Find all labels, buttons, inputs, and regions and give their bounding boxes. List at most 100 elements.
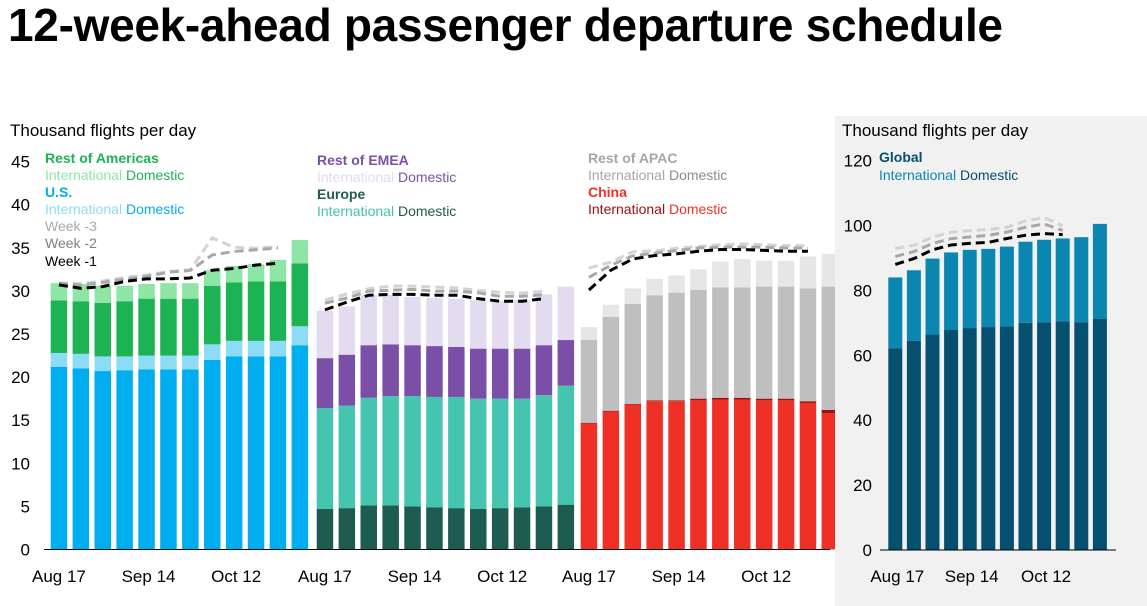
legend-week3: Week -3 xyxy=(45,218,97,234)
bar-europe-domestic xyxy=(535,506,553,550)
bar-global-domestic xyxy=(925,334,940,550)
legend-global-international: International xyxy=(879,167,960,183)
bar-apac-international xyxy=(602,304,620,317)
right-ytick-label: 100 xyxy=(844,217,872,236)
bar-americas-international xyxy=(291,240,309,264)
left-xtick-label: Oct 12 xyxy=(741,567,791,586)
legend-china: International Domestic xyxy=(588,201,727,217)
bar-global-domestic xyxy=(888,348,903,550)
global-week2-line xyxy=(894,222,1064,258)
legend-global: International Domestic xyxy=(879,167,1018,183)
bar-china-domestic xyxy=(668,401,685,550)
bar-china-international xyxy=(799,401,817,403)
bar-apac-international xyxy=(690,269,707,291)
legend-china-domestic: Domestic xyxy=(669,201,727,217)
bar-apac-international xyxy=(734,259,751,288)
bar-europe-domestic xyxy=(382,505,399,550)
legend-week2: Week -2 xyxy=(45,235,97,251)
bar-europe-international xyxy=(513,398,531,508)
bar-apac-international xyxy=(580,327,598,341)
bar-china-domestic xyxy=(777,400,795,550)
bar-global-domestic xyxy=(1092,318,1107,550)
bar-us-international xyxy=(72,353,90,369)
bar-emea-international xyxy=(404,296,421,346)
bar-global-international xyxy=(999,246,1014,327)
bar-europe-international xyxy=(448,396,465,509)
group2-week1-line xyxy=(587,248,808,292)
bar-apac-international xyxy=(646,278,663,296)
bar-apac-domestic xyxy=(668,292,685,401)
page-title: 12-week-ahead passenger departure schedu… xyxy=(8,0,1003,51)
bar-emea-international xyxy=(426,297,443,347)
bar-apac-domestic xyxy=(821,286,839,410)
left-xtick-label: Aug 17 xyxy=(32,567,86,586)
left-ytick-label: 5 xyxy=(21,497,30,516)
bar-apac-domestic xyxy=(734,287,751,398)
bar-americas-international xyxy=(160,283,177,299)
legend-europe: International Domestic xyxy=(317,203,456,219)
bar-apac-international xyxy=(821,253,839,287)
left-ytick-label: 10 xyxy=(11,454,30,473)
left-xtick-label: Sep 14 xyxy=(652,567,706,586)
bar-global-domestic xyxy=(1055,321,1070,550)
legend-global-domestic: Domestic xyxy=(960,167,1018,183)
bar-global-domestic xyxy=(1037,322,1052,550)
bar-americas-international xyxy=(138,284,155,299)
bar-emea-domestic xyxy=(316,358,334,409)
bar-global-international xyxy=(1037,239,1052,323)
right-ytick-label: 80 xyxy=(853,281,872,300)
bar-apac-international xyxy=(712,261,729,288)
bar-europe-domestic xyxy=(557,504,575,550)
bar-europe-domestic xyxy=(316,508,334,550)
group2-week2-line xyxy=(588,245,808,279)
legend-americas-international: International xyxy=(45,167,126,183)
left-xtick-label: Sep 14 xyxy=(388,567,442,586)
bar-us-domestic xyxy=(204,359,221,550)
bar-emea-domestic xyxy=(360,345,377,398)
bar-china-domestic xyxy=(821,413,839,550)
bar-us-domestic xyxy=(291,345,309,550)
bar-china-domestic xyxy=(602,411,620,550)
legend-us-international: International xyxy=(45,201,126,217)
legend-title-europe: Europe xyxy=(317,186,365,202)
bar-apac-domestic xyxy=(799,288,817,402)
left-ytick-label: 45 xyxy=(11,153,30,172)
bar-global-international xyxy=(981,248,996,328)
legend-emea-international: International xyxy=(317,169,398,185)
bar-europe-domestic xyxy=(491,508,509,550)
bar-china-international xyxy=(777,398,795,401)
right-ytick-label: 120 xyxy=(844,152,872,171)
left-xtick-label: Oct 12 xyxy=(211,567,261,586)
bar-emea-international xyxy=(338,306,356,355)
bar-global-domestic xyxy=(906,340,921,550)
bar-us-international xyxy=(247,340,265,357)
legend-emea: International Domestic xyxy=(317,169,456,185)
bar-americas-domestic xyxy=(160,298,177,356)
bar-us-international xyxy=(116,356,133,371)
bar-global-international xyxy=(962,249,977,329)
legend-apac-domestic: Domestic xyxy=(669,167,727,183)
right-ytick-label: 60 xyxy=(853,346,872,365)
legend-title-global: Global xyxy=(879,149,923,165)
bar-china-domestic xyxy=(734,399,751,550)
bar-emea-domestic xyxy=(491,348,509,399)
bar-china-international xyxy=(690,398,707,401)
bar-apac-domestic xyxy=(712,287,729,398)
bar-emea-domestic xyxy=(426,346,443,397)
bar-us-international xyxy=(138,355,155,370)
bar-global-domestic xyxy=(962,328,977,550)
bar-us-international xyxy=(269,340,287,357)
bar-americas-international xyxy=(116,285,133,302)
bar-china-international xyxy=(624,403,641,405)
bar-emea-domestic xyxy=(470,348,487,399)
global-week3-line xyxy=(895,216,1064,250)
right-xtick-label: Oct 12 xyxy=(1021,567,1071,586)
bar-global-international xyxy=(1074,237,1089,323)
bar-emea-international xyxy=(513,300,531,349)
bar-apac-international xyxy=(624,288,641,304)
bar-americas-domestic xyxy=(94,302,111,357)
bar-china-domestic xyxy=(690,400,707,550)
bar-china-international xyxy=(580,422,598,424)
legend-title-us: U.S. xyxy=(45,184,72,200)
